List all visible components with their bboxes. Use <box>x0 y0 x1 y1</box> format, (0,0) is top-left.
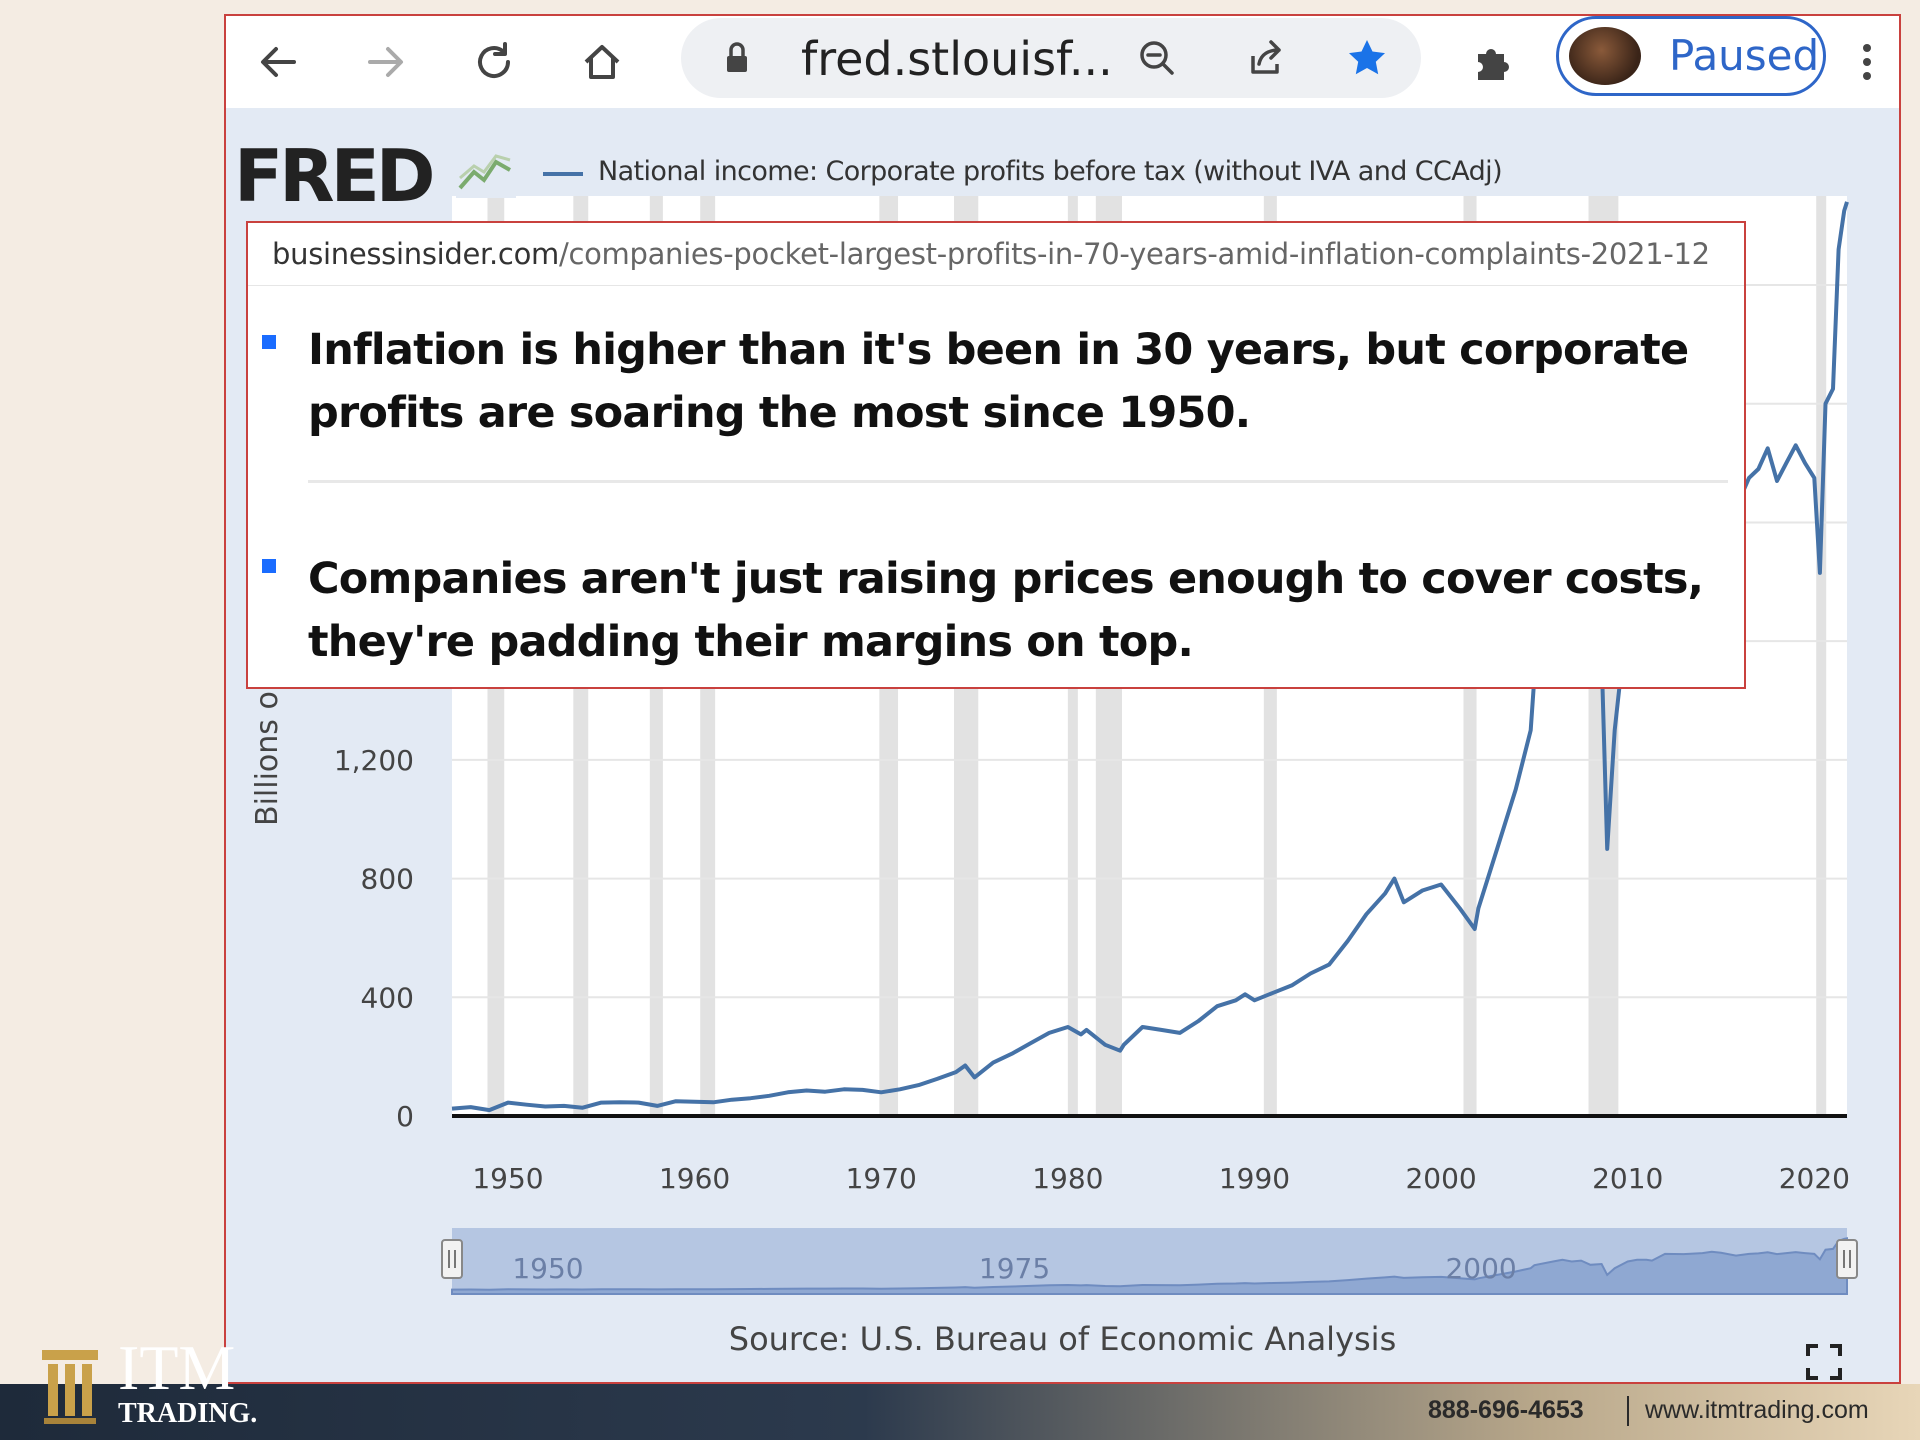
x-tick-label: 1970 <box>846 1162 917 1195</box>
fred-chart-logo-icon <box>456 138 516 198</box>
y-tick-label: 400 <box>361 981 414 1014</box>
avatar <box>1569 27 1641 85</box>
browser-toolbar: fred.stlouisf... Paused <box>226 16 1899 108</box>
article-excerpt: businessinsider.com/companies-pocket-lar… <box>246 221 1746 689</box>
x-tick-label: 2020 <box>1779 1162 1850 1195</box>
fullscreen-icon[interactable] <box>1804 1342 1844 1382</box>
y-tick-label: 1,200 <box>334 744 414 777</box>
footer-phone: 888-696-4653 <box>1428 1396 1584 1424</box>
x-tick-label: 1980 <box>1032 1162 1103 1195</box>
navigator-label: 1950 <box>512 1252 583 1285</box>
lock-icon[interactable] <box>711 32 763 84</box>
y-tick-label: 0 <box>396 1100 414 1133</box>
bookmark-star-icon[interactable] <box>1341 32 1393 84</box>
address-bar[interactable]: fred.stlouisf... <box>681 18 1421 98</box>
navigator-left-handle[interactable] <box>441 1239 463 1279</box>
navigator-right-handle[interactable] <box>1836 1239 1858 1279</box>
navigator-label: 1975 <box>979 1252 1050 1285</box>
series-title: National income: Corporate profits befor… <box>598 156 1503 187</box>
x-tick-label: 2010 <box>1592 1162 1663 1195</box>
article-url-path: /companies-pocket-largest-profits-in-70-… <box>558 237 1710 271</box>
reload-icon[interactable] <box>468 36 520 88</box>
article-url-domain: businessinsider.com <box>272 237 559 271</box>
bullet-icon <box>262 559 276 573</box>
footer-separator <box>1627 1396 1629 1426</box>
x-tick-label: 1960 <box>659 1162 730 1195</box>
article-url[interactable]: businessinsider.com/companies-pocket-lar… <box>272 237 1710 271</box>
navigator-label: 2000 <box>1445 1252 1516 1285</box>
fred-logo[interactable]: FRED <box>234 134 436 218</box>
home-icon[interactable] <box>576 36 628 88</box>
profile-paused-button[interactable]: Paused <box>1556 16 1826 96</box>
series-legend-swatch <box>543 172 583 176</box>
y-tick-label: 800 <box>361 863 414 896</box>
forward-arrow-icon[interactable] <box>360 36 412 88</box>
source-label: Source: U.S. Bureau of Economic Analysis <box>728 1320 1397 1358</box>
x-tick-label: 1990 <box>1219 1162 1290 1195</box>
zoom-out-icon[interactable] <box>1131 32 1183 84</box>
bullet-point-2: Companies aren't just raising prices eno… <box>308 554 1704 667</box>
itm-logo-icon <box>42 1350 98 1424</box>
x-tick-label: 2000 <box>1405 1162 1476 1195</box>
y-axis-label: Billions o <box>250 691 285 826</box>
navigator-labels: 1950 1975 2000 <box>512 1252 1516 1285</box>
extensions-puzzle-icon[interactable] <box>1466 36 1518 88</box>
recession-band <box>1816 196 1827 1116</box>
footer-bar <box>0 1384 1920 1440</box>
share-icon[interactable] <box>1239 32 1291 84</box>
x-axis-ticks: 1950 1960 1970 1980 1990 2000 2010 2020 <box>472 1162 1850 1195</box>
divider <box>248 285 1744 286</box>
navigator-area <box>451 1237 1848 1295</box>
footer-website: www.itmtrading.com <box>1645 1396 1869 1424</box>
more-menu-icon[interactable] <box>1852 36 1882 88</box>
itm-logo-subtext: TRADING. <box>118 1398 258 1429</box>
x-tick-label: 1950 <box>472 1162 543 1195</box>
bullet-icon <box>262 335 276 349</box>
url-text[interactable]: fred.stlouisf... <box>801 32 1113 86</box>
bullet-point-1: Inflation is higher than it's been in 30… <box>308 325 1689 438</box>
profile-status-label: Paused <box>1669 31 1820 80</box>
itm-logo-text: ITM <box>118 1332 236 1403</box>
divider <box>308 480 1728 483</box>
back-arrow-icon[interactable] <box>252 36 304 88</box>
